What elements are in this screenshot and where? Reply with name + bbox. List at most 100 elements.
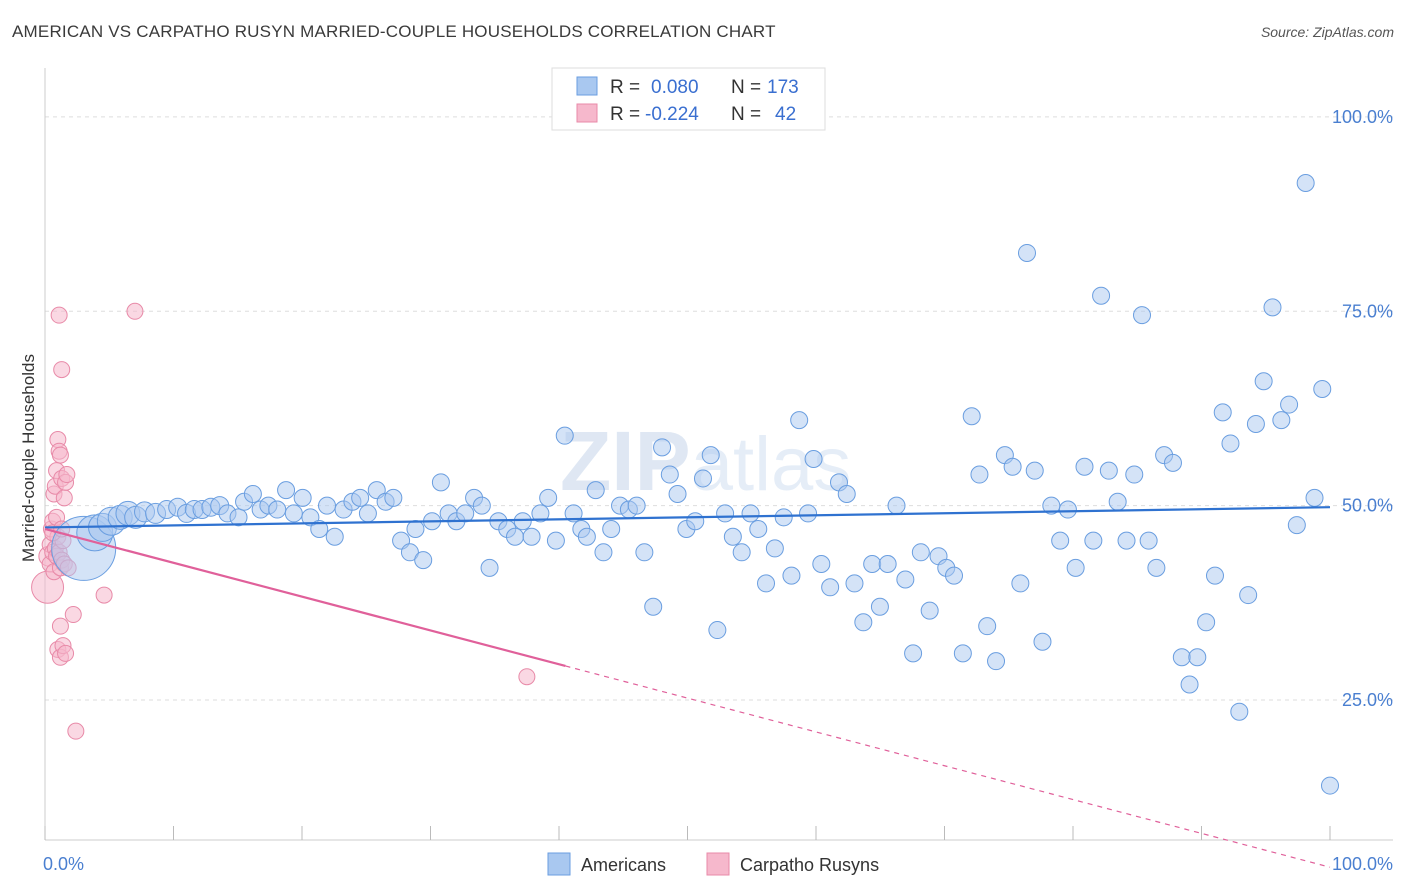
american-point [586,481,605,500]
legend-r-value-2: -0.224 [645,104,699,125]
american-point [1213,403,1232,422]
american-point [1084,531,1103,550]
y-tick-label-2: 75.0% [1342,301,1393,321]
legend-n-label-1: N = [731,77,761,98]
legend-box: R = 0.080 N = 173 R = -0.224 N = 42 [551,67,826,131]
american-point [945,566,964,585]
american-point [277,481,296,500]
legend-r-value-1: 0.080 [651,77,699,98]
rusyn-point [95,586,113,604]
american-point [522,527,541,546]
american-point [812,554,831,573]
american-point [920,601,939,620]
american-point [627,496,646,515]
american-point [1254,372,1273,391]
american-point [1246,415,1265,434]
rusyns-trend-line-dashed [565,665,1331,868]
american-point [970,465,989,484]
american-point [686,512,705,531]
american-point [845,574,864,593]
bottom-legend-swatch-americans [547,852,571,876]
american-point [1272,411,1291,430]
american-point [723,527,742,546]
american-point [513,512,532,531]
american-point [602,519,621,538]
legend-n-value-2: 42 [775,104,796,125]
american-point [854,613,873,632]
american-point [1099,461,1118,480]
american-point [577,527,596,546]
rusyns-trend-line-solid [44,527,566,668]
american-point [539,488,558,507]
american-point [1321,776,1339,795]
american-point [1075,457,1094,476]
american-point [1188,648,1207,667]
american-point [1221,434,1240,453]
american-point [870,597,889,616]
american-point [358,504,377,523]
american-point [774,508,793,527]
american-point [635,543,654,562]
american-point [1280,395,1299,414]
american-point [384,488,403,507]
american-point [1139,531,1158,550]
american-point [837,484,856,503]
rusyn-point [57,644,75,662]
american-point [1133,306,1152,325]
american-point [243,484,262,503]
american-point [953,644,972,663]
american-point [1011,574,1030,593]
american-point [904,644,923,663]
american-point [310,519,329,538]
american-point [1025,461,1044,480]
legend-n-value-1: 173 [767,77,799,98]
american-point [660,465,679,484]
american-point [693,469,712,488]
x-tick-label-1: 100.0% [1332,854,1393,874]
american-point [821,578,840,597]
american-point [653,438,672,457]
y-axis-title: Married-couple Households [19,354,38,562]
rusyn-point [53,361,71,379]
legend-r-label-1: R = [610,77,640,98]
trend-lines [44,506,1331,868]
american-point [1263,298,1282,317]
american-point [1147,558,1166,577]
american-point [414,551,433,570]
american-point [887,496,906,515]
american-point [1287,516,1306,535]
american-point [896,570,915,589]
american-point [987,652,1006,671]
grid-lines [45,116,1393,701]
american-point [284,504,303,523]
americans-trend-line [44,506,1331,529]
american-point [732,543,751,562]
american-point [1197,613,1216,632]
bottom-legend-americans: Americans [581,855,666,875]
y-tick-label-3: 100.0% [1332,107,1393,127]
american-point [757,574,776,593]
american-point [531,504,550,523]
american-point [325,527,344,546]
american-point [1305,488,1324,507]
american-point [293,488,312,507]
bottom-legend-swatch-rusyns [706,852,730,876]
american-point [351,488,370,507]
legend-swatch-americans [576,76,598,96]
rusyn-point [51,446,69,464]
american-point [594,543,613,562]
x-tick-label-0: 0.0% [43,854,84,874]
american-point [480,558,499,577]
axes [44,68,1393,841]
american-point [804,450,823,468]
american-point [1205,566,1224,585]
rusyn-point [50,306,68,324]
american-point [708,621,727,640]
american-point [472,496,491,515]
y-tick-label-1: 50.0% [1342,496,1393,516]
american-point [546,531,565,550]
american-point [1066,558,1085,577]
american-point [431,473,450,492]
american-point [668,484,687,503]
